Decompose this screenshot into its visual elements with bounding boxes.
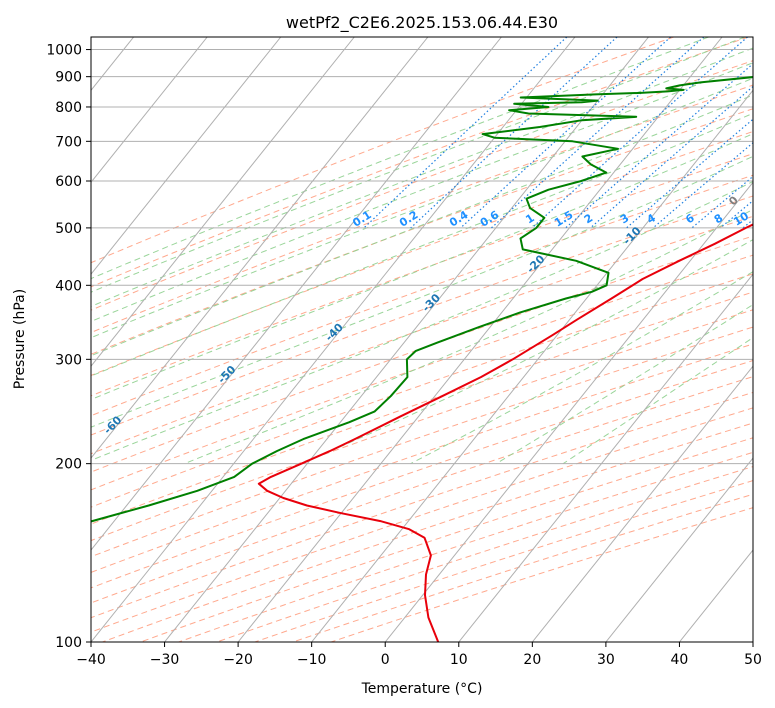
y-axis-title: Pressure (hPa) [12, 289, 28, 389]
dry-adiabat-line [0, 37, 775, 642]
x-tick-label: 40 [671, 652, 689, 668]
mixing-ratio-label: 3 [618, 211, 631, 226]
isotherm-label: -70 [0, 463, 12, 486]
x-tick-label: 20 [523, 652, 541, 668]
chart-title: wetPf2_C2E6.2025.153.06.44.E30 [286, 13, 558, 33]
mixing-ratio-line [364, 37, 567, 228]
mixing-ratio-line [743, 37, 775, 228]
dry-adiabat-line [0, 37, 775, 642]
dry-adiabat-line [0, 37, 775, 642]
y-tick-label: 200 [55, 457, 82, 473]
dry-adiabat-line [217, 37, 775, 642]
mixing-ratio-line [770, 37, 775, 228]
x-tick-label: −20 [223, 652, 253, 668]
dry-adiabat-line [0, 37, 775, 642]
y-tick-label: 500 [55, 221, 82, 237]
mixing-ratio-label: 0.1 [350, 208, 373, 229]
x-tick-label: −40 [76, 652, 106, 668]
isotherm-label-zero: 0 [726, 193, 741, 208]
dry-adiabat-line [0, 37, 775, 642]
mixing-ratio-label: 13 [759, 209, 775, 228]
x-tick-label: −30 [150, 652, 180, 668]
mixing-ratio-label: 6 [683, 211, 697, 226]
isotherm-label: -30 [420, 291, 443, 314]
isotherm-line [0, 37, 207, 642]
isotherm-label: -20 [524, 252, 547, 275]
dry-adiabat-line [0, 37, 775, 642]
dry-adiabat-line [0, 37, 775, 642]
mixing-ratio-label: 1 [523, 211, 536, 226]
isotherm-label: -60 [101, 413, 124, 436]
dry-adiabat-line [0, 37, 775, 642]
mixing-ratio-label: 0.6 [478, 208, 502, 230]
mixing-ratio-label: 0.4 [447, 208, 471, 230]
dry-adiabat-line [0, 37, 775, 642]
dry-adiabat-line [179, 37, 775, 642]
isotherm-line [753, 37, 775, 642]
moist-adiabat-line [0, 37, 709, 464]
moist-adiabat-line [0, 37, 745, 464]
isotherm-line [0, 37, 354, 642]
dry-adiabat-line [0, 37, 775, 642]
x-tick-label: 10 [450, 652, 468, 668]
isobars [91, 50, 753, 642]
y-axis: 100 200 300 400 500 600 700 800 900 1000 [46, 43, 91, 651]
y-tick-label: 1000 [46, 43, 82, 59]
dry-adiabat-line [0, 37, 775, 642]
isotherm-line [165, 37, 649, 642]
isotherm-line [679, 37, 775, 642]
dry-adiabat-line [0, 37, 775, 642]
dry-adiabat-line [0, 37, 775, 642]
isotherm-line [532, 37, 775, 642]
isotherm-line [0, 37, 428, 642]
y-tick-label: 100 [55, 635, 82, 651]
y-tick-label: 300 [55, 352, 82, 368]
dry-adiabats [0, 37, 775, 642]
dry-adiabat-line [0, 37, 674, 642]
x-tick-label: 50 [744, 652, 762, 668]
isotherm-label: -40 [323, 320, 346, 343]
mixing-ratio-label: 1.5 [552, 208, 575, 229]
x-tick-label: 30 [597, 652, 615, 668]
isotherm-line [238, 37, 722, 642]
dry-adiabat-line [64, 37, 775, 642]
isotherms [0, 37, 775, 642]
isotherm-line [0, 37, 60, 642]
x-axis-title: Temperature (°C) [361, 681, 483, 697]
y-tick-label: 400 [55, 278, 82, 294]
x-axis: −40 −30 −20 −10 0 10 20 30 40 50 [76, 642, 762, 668]
dry-adiabat-line [103, 37, 775, 642]
plot-area: -100-90-80-70-60-50-40-30-20-10010203040… [0, 37, 775, 642]
mixing-ratio-label: 2 [582, 211, 595, 226]
plot-frame [91, 37, 753, 642]
y-tick-label: 900 [55, 70, 82, 86]
isotherm-line [0, 37, 281, 642]
mixing-ratio-label: 4 [645, 211, 659, 226]
mixing-ratio-line [532, 37, 748, 228]
y-tick-label: 600 [55, 174, 82, 190]
x-tick-label: 0 [381, 652, 390, 668]
y-tick-label: 800 [55, 100, 82, 116]
mixing-ratio-label: 0.2 [397, 208, 420, 229]
y-tick-label: 700 [55, 134, 82, 150]
dry-adiabat-line [0, 37, 775, 642]
dry-adiabat-line [0, 37, 775, 642]
isotherm-label: -50 [215, 363, 238, 386]
dry-adiabat-line [0, 37, 775, 642]
dry-adiabat-line [0, 37, 775, 642]
x-tick-label: −10 [297, 652, 327, 668]
